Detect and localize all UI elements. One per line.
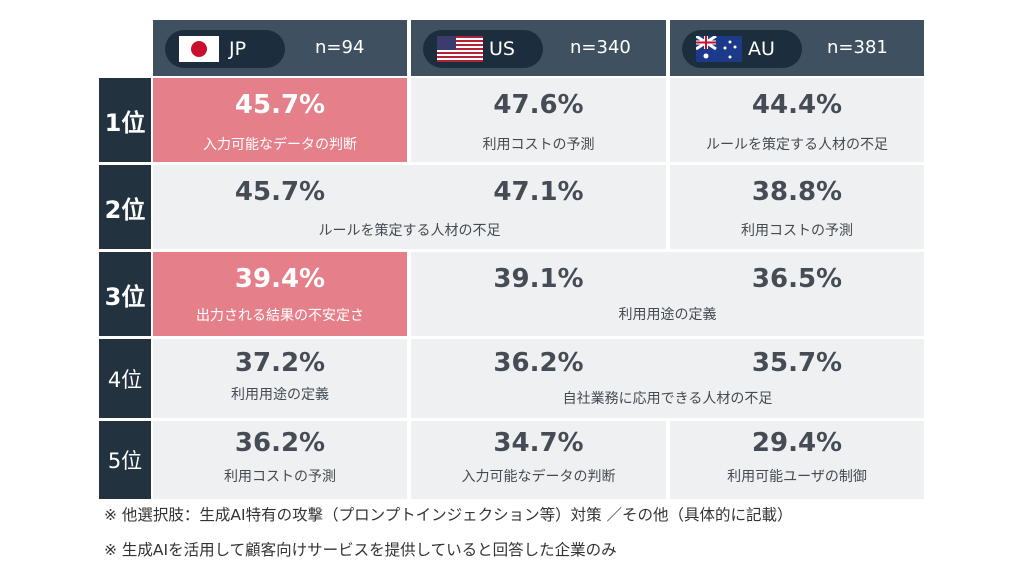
cell-r2-au: 38.8% 利用コストの予測 (670, 165, 924, 249)
item-label: 自社業務に応用できる人材の不足 (562, 391, 773, 407)
cell-r1-us: 47.6% 利用コストの予測 (411, 78, 666, 162)
country-code-jp: JP (229, 38, 247, 60)
country-code-au: AU (748, 38, 775, 60)
item-label: 利用コストの予測 (482, 137, 595, 153)
item-label: 利用用途の定義 (618, 307, 717, 323)
sample-size-us: n=340 (570, 37, 631, 58)
cell-r2-jp-us: 45.7% 47.1% ルールを策定する人材の不足 (153, 165, 666, 249)
header-au: AU n=381 (670, 20, 924, 76)
item-label: 入力可能なデータの判断 (461, 469, 616, 485)
value-label: 44.4% (751, 90, 843, 120)
country-pill-au: AU (682, 30, 802, 68)
rank-4: 4位 (99, 339, 151, 418)
cell-r5-au: 29.4% 利用可能ユーザの制御 (670, 421, 924, 499)
rank-2: 2位 (99, 165, 151, 249)
country-code-us: US (489, 38, 515, 60)
cell-r1-au: 44.4% ルールを策定する人材の不足 (670, 78, 924, 162)
cell-r5-jp: 36.2% 利用コストの予測 (153, 421, 407, 499)
cell-r1-jp: 45.7% 入力可能なデータの判断 (153, 78, 407, 162)
country-pill-jp: JP (165, 30, 285, 68)
item-label: ルールを策定する人材の不足 (706, 137, 888, 153)
header-us: US n=340 (411, 20, 666, 76)
cell-r5-us: 34.7% 入力可能なデータの判断 (411, 421, 666, 499)
value-label-au: 35.7% (751, 348, 843, 378)
sample-size-au: n=381 (827, 37, 888, 58)
item-label: 利用コストの予測 (741, 223, 853, 239)
footnote-other-options: ※ 他選択肢：生成AI特有の攻撃（プロンプトインジェクション等）対策 ／その他（… (104, 506, 793, 524)
value-label: 34.7% (493, 428, 584, 458)
value-label: 39.4% (234, 264, 326, 294)
rank-1: 1位 (99, 78, 151, 162)
value-label-us: 39.1% (493, 264, 584, 294)
item-label: 利用用途の定義 (231, 387, 329, 403)
value-label-au: 36.5% (751, 264, 843, 294)
japan-flag-icon (179, 36, 219, 62)
cell-r3-us-au: 39.1% 36.5% 利用用途の定義 (411, 252, 924, 336)
us-flag-icon (437, 36, 483, 62)
cell-r4-us-au: 36.2% 35.7% 自社業務に応用できる人材の不足 (411, 339, 924, 418)
item-label: 出力される結果の不安定さ (196, 308, 364, 324)
country-pill-us: US (423, 30, 543, 68)
rank-3: 3位 (99, 252, 151, 336)
cell-r3-jp: 39.4% 出力される結果の不安定さ (153, 252, 407, 336)
value-label: 47.6% (493, 90, 584, 120)
item-label: 入力可能なデータの判断 (203, 137, 357, 153)
value-label: 37.2% (234, 348, 326, 378)
item-label: ルールを策定する人材の不足 (318, 223, 501, 239)
value-label-jp: 45.7% (234, 177, 326, 207)
header-jp: JP n=94 (153, 20, 407, 76)
item-label: 利用可能ユーザの制御 (727, 469, 867, 485)
value-label: 38.8% (751, 177, 843, 207)
rank-5: 5位 (99, 421, 151, 499)
value-label: 45.7% (234, 90, 326, 120)
australia-flag-icon (696, 36, 742, 62)
cell-r4-jp: 37.2% 利用用途の定義 (153, 339, 407, 418)
footnote-scope: ※ 生成AIを活用して顧客向けサービスを提供していると回答した企業のみ (104, 541, 617, 559)
value-label: 36.2% (234, 428, 326, 458)
sample-size-jp: n=94 (315, 37, 365, 58)
value-label-us: 47.1% (493, 177, 584, 207)
value-label-us: 36.2% (493, 348, 584, 378)
item-label: 利用コストの予測 (224, 469, 336, 485)
value-label: 29.4% (751, 428, 843, 458)
